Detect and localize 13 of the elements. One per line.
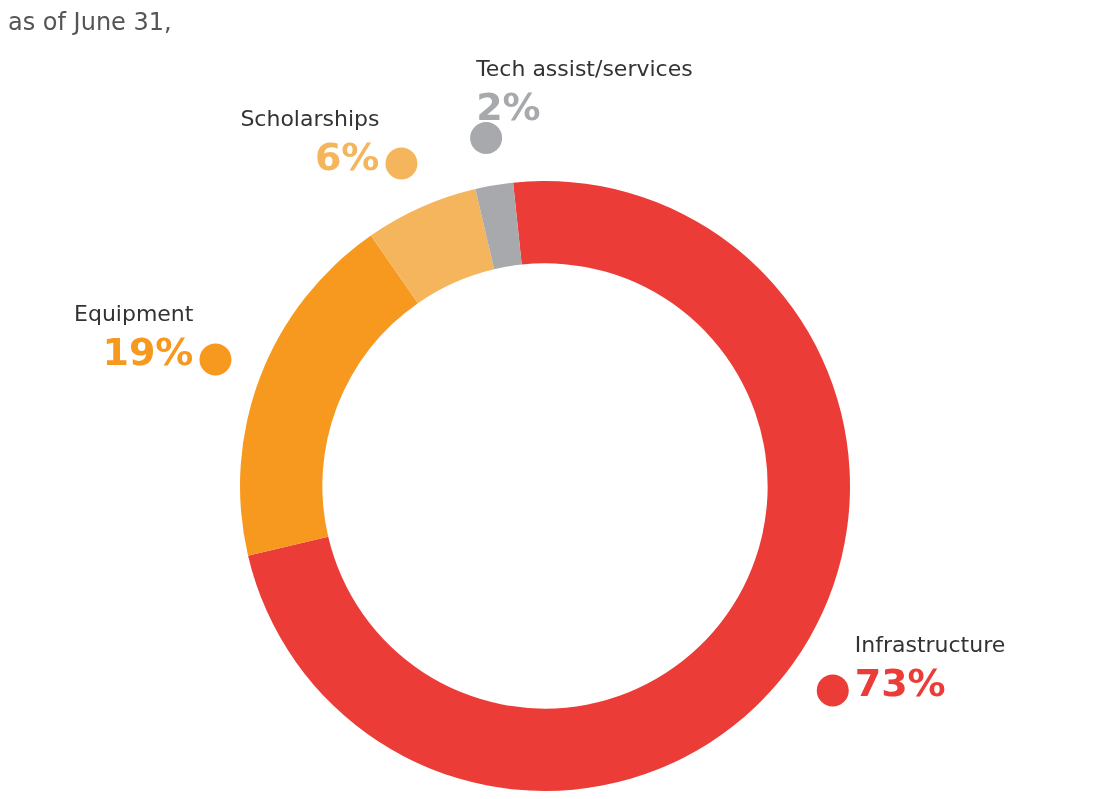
- donut-slice: [248, 181, 850, 791]
- data-label: 2%: [476, 84, 541, 129]
- slice-label: Scholarships: [240, 105, 380, 131]
- data-label: 6%: [314, 134, 380, 179]
- slice-label: Infrastructure: [854, 632, 1006, 658]
- donut-slice: [475, 182, 522, 270]
- donut-slice: [370, 189, 495, 304]
- slice-label: Equipment: [74, 301, 194, 327]
- slice-label: Tech assist/services: [475, 55, 693, 81]
- data-label: 73%: [854, 661, 946, 706]
- donut-slice: [240, 235, 418, 556]
- chart-subtitle: as of June 31,: [8, 8, 172, 36]
- data-label: 19%: [102, 330, 194, 375]
